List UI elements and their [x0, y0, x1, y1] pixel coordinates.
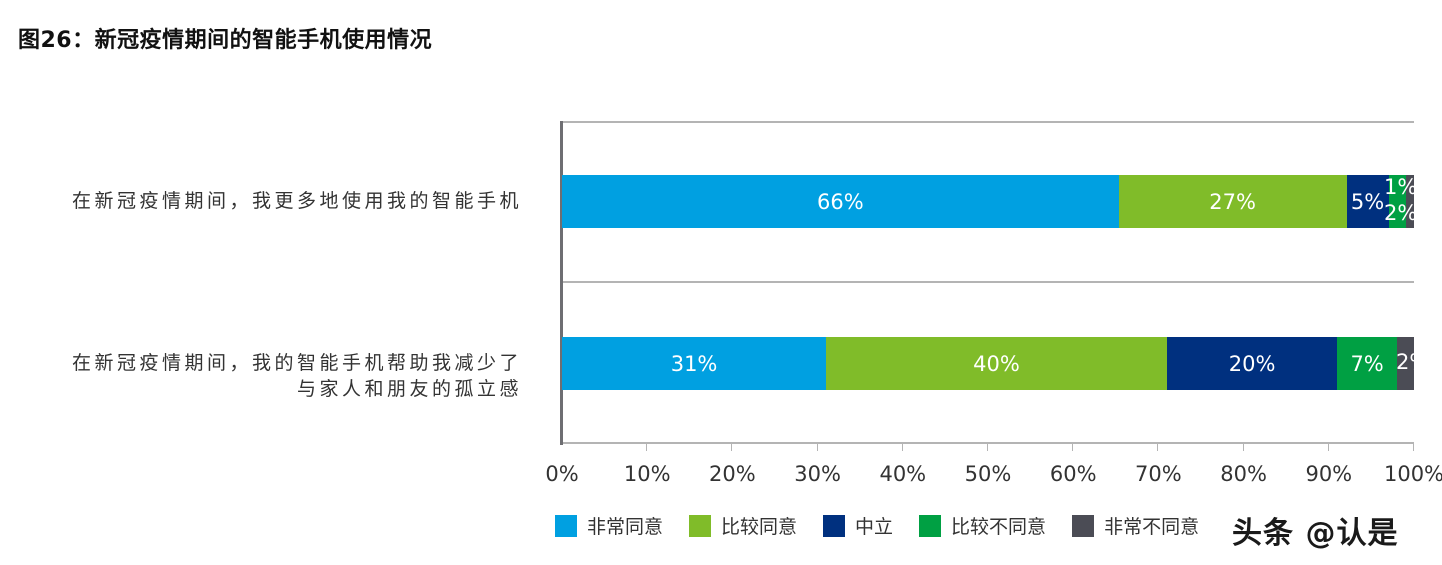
x-tick-label: 10%: [623, 462, 671, 486]
category-label-2-line-1: 在新冠疫情期间，我的智能手机帮助我减少了: [71, 352, 522, 374]
x-tick-label: 20%: [709, 462, 756, 486]
chart-title: 图26：新冠疫情期间的智能手机使用情况: [18, 28, 433, 53]
small-segment-labels: 2%: [1396, 350, 1430, 374]
x-tick-label: 60%: [1049, 462, 1097, 486]
bar-segment-label: 5%: [1350, 189, 1385, 214]
legend-swatch: [823, 514, 846, 537]
category-label-2: 在新冠疫情期间，我的智能手机帮助我减少了 与家人和朋友的孤立感: [72, 350, 522, 402]
bar-segment-label: 20%: [1228, 351, 1276, 376]
x-tick: [1072, 443, 1074, 451]
plot-area: 66% 27% 5% 1% 2% 31% 40% 20% 7% 2%: [560, 121, 1429, 451]
bar-segment: [1405, 175, 1414, 228]
legend-item: 比较不同意: [919, 512, 1046, 539]
x-tick-label: 40%: [879, 462, 927, 486]
x-tick: [646, 443, 648, 451]
x-tick-label: 30%: [794, 462, 841, 486]
bar-segment-label: 1%: [1384, 175, 1418, 199]
legend-label: 非常不同意: [1104, 516, 1200, 538]
x-tick-label: 50%: [964, 462, 1012, 486]
legend-item: 非常同意: [555, 512, 663, 539]
small-segment-labels: 1% 2%: [1384, 174, 1417, 226]
bar-segment: 7%: [1337, 337, 1397, 390]
category-label-1-line-1: 在新冠疫情期间，我更多地使用我的智能手机: [71, 190, 522, 212]
x-tick: [1413, 443, 1414, 451]
x-tick: [1242, 443, 1244, 451]
bar-segment-label: 2%: [1384, 201, 1418, 225]
bar-segment: 27%: [1118, 175, 1347, 228]
x-tick-label: 70%: [1135, 462, 1182, 486]
x-tick: [901, 443, 903, 451]
x-tick: [1327, 443, 1329, 451]
x-tick: [731, 443, 733, 451]
gridline-middle: [562, 281, 1414, 283]
bar-segment: 31%: [562, 337, 827, 390]
x-tick-label: 100%: [1383, 462, 1442, 486]
legend-label: 比较不同意: [951, 516, 1047, 538]
x-tick: [816, 443, 818, 451]
category-label-1: 在新冠疫情期间，我更多地使用我的智能手机: [72, 188, 522, 214]
bar-segment-label: 7%: [1350, 351, 1384, 376]
legend-label: 比较同意: [721, 516, 798, 538]
gridline-top: [562, 121, 1414, 123]
x-tick-label: 90%: [1305, 462, 1353, 486]
legend-item: 非常不同意: [1072, 512, 1199, 539]
legend-label: 中立: [855, 516, 894, 538]
bar-segment: [1388, 175, 1406, 228]
category-label-2-line-2: 与家人和朋友的孤立感: [296, 378, 522, 400]
x-axis-line: [562, 442, 1414, 444]
x-tick: [987, 443, 988, 451]
legend: 非常同意 比较同意 中立 比较不同意 非常不同意: [555, 512, 1225, 539]
bar-segment-label: 66%: [817, 189, 864, 214]
bar-segment: 66%: [562, 175, 1119, 228]
watermark: 头条 @认是: [1232, 516, 1399, 551]
legend-item: 中立: [823, 512, 893, 539]
bar-row-1: 66% 27% 5% 1% 2%: [562, 174, 1417, 228]
bar-segment-label: 40%: [973, 351, 1020, 376]
bar-segment: 40%: [826, 337, 1167, 390]
x-tick-label: 80%: [1220, 462, 1267, 486]
legend-label: 非常同意: [587, 516, 664, 538]
legend-swatch: [1072, 514, 1095, 537]
x-tick: [1157, 443, 1159, 451]
x-tick-label: 0%: [545, 462, 579, 486]
bar-segment: 5%: [1346, 175, 1389, 228]
legend-swatch: [689, 514, 712, 537]
bar-segment-label: 27%: [1209, 189, 1256, 214]
bar-row-2: 31% 40% 20% 7% 2%: [562, 337, 1429, 390]
legend-swatch: [555, 514, 577, 537]
bar-segment: 20%: [1166, 337, 1338, 390]
legend-swatch: [919, 514, 942, 537]
bar-segment: [1396, 337, 1414, 390]
y-axis-line: [560, 121, 563, 445]
legend-item: 比较同意: [689, 512, 797, 539]
bar-segment-label: 31%: [670, 351, 718, 376]
